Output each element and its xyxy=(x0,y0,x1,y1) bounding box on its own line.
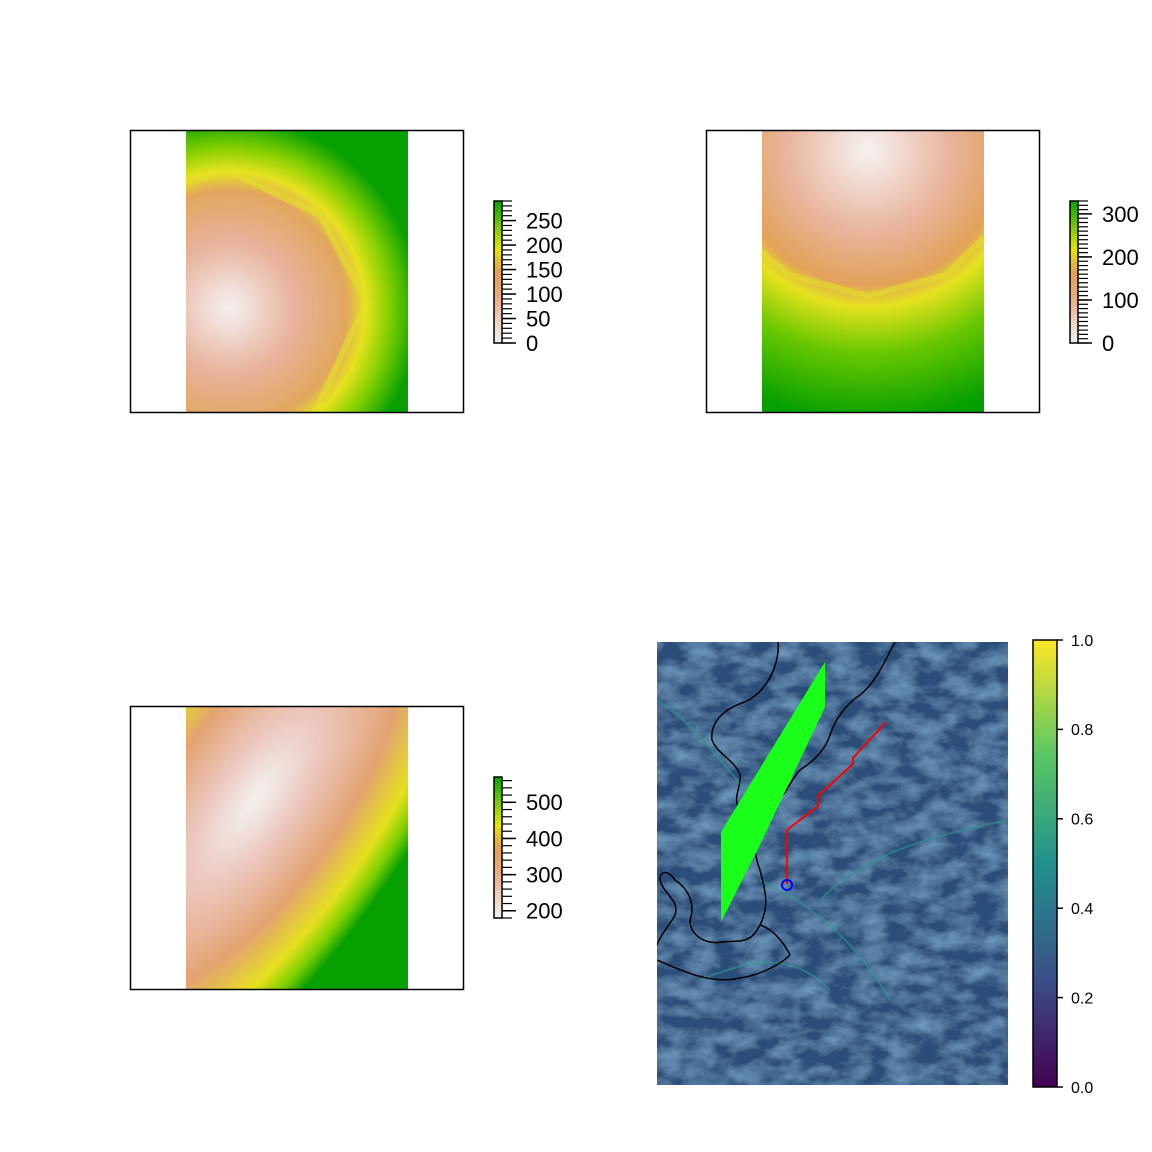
panel-4-point xyxy=(781,879,793,891)
colorbar-tick-label: 50 xyxy=(526,306,550,331)
colorbar-3 xyxy=(493,776,503,919)
colorbar-tick-label: 100 xyxy=(526,282,563,307)
panel-2-legend: 0 100 200 300 xyxy=(1069,200,1139,356)
panel-1-raster xyxy=(186,131,408,412)
colorbar-tick-label: 300 xyxy=(526,863,563,888)
panel-4-polygon xyxy=(721,662,825,922)
panel-1-frame xyxy=(129,129,465,414)
colorbar-tick-label: 500 xyxy=(526,790,563,815)
colorbar-tick-label: 0.8 xyxy=(1071,722,1093,739)
panel-2-frame xyxy=(705,129,1041,414)
colorbar-tick-label: 250 xyxy=(526,209,563,234)
panel-3-legend: 200 300 400 500 xyxy=(493,776,563,924)
colorbar-2 xyxy=(1069,200,1079,344)
colorbar-tick-label: 0 xyxy=(526,331,538,356)
colorbar-tick-label: 300 xyxy=(1102,202,1139,227)
colorbar-4 xyxy=(1032,639,1058,1088)
panel-3-frame xyxy=(129,705,465,991)
colorbar-tick-label: 0.2 xyxy=(1071,990,1093,1007)
panel-4-path xyxy=(786,721,887,884)
panel-1-contour xyxy=(185,166,370,414)
colorbar-tick-label: 400 xyxy=(526,826,563,851)
colorbar-tick-label: 0 xyxy=(1102,331,1114,356)
panel-3-raster xyxy=(186,707,408,989)
panel-2: 0 100 200 300 xyxy=(705,129,1139,414)
colorbar-tick-label: 0.0 xyxy=(1071,1080,1093,1097)
colorbar-tick-label: 0.6 xyxy=(1071,812,1093,829)
colorbar-tick-label: 150 xyxy=(526,257,563,282)
colorbar-tick-label: 1.0 xyxy=(1071,633,1093,650)
colorbar-tick-label: 200 xyxy=(526,233,563,258)
panel-3: 200 300 400 500 xyxy=(129,705,563,991)
colorbar-tick-label: 100 xyxy=(1102,288,1139,313)
panel-4: 0.0 0.2 0.4 0.6 0.8 1.0 xyxy=(657,633,1093,1097)
colorbar-1 xyxy=(493,200,503,344)
panel-4-boundary xyxy=(657,642,896,981)
panel-2-contour xyxy=(760,235,987,300)
colorbar-tick-label: 200 xyxy=(526,899,563,924)
panel-4-raster xyxy=(657,642,1008,1085)
panel-4-legend: 0.0 0.2 0.4 0.6 0.8 1.0 xyxy=(1032,633,1093,1097)
colorbar-tick-label: 0.4 xyxy=(1071,901,1093,918)
colorbar-tick-label: 200 xyxy=(1102,245,1139,270)
